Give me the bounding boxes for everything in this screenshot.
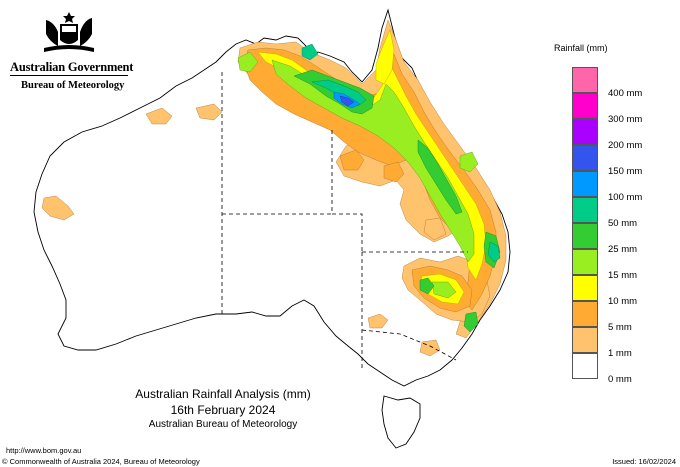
website-url[interactable]: http://www.bom.gov.au (6, 446, 82, 455)
map-title: Australian Rainfall Analysis (mm) (135, 387, 311, 401)
legend-label: 200 mm (608, 140, 643, 151)
legend-label: 1 mm (608, 348, 632, 359)
legend-title: Rainfall (mm) (554, 43, 608, 53)
legend-swatch (572, 171, 598, 197)
legend-label: 100 mm (608, 192, 643, 203)
coat-of-arms-logo (44, 12, 94, 52)
state-borders (221, 72, 468, 370)
agency-name: Australian Government (10, 60, 134, 74)
legend-swatch (572, 249, 598, 275)
legend-swatch (572, 353, 598, 379)
copyright-notice: © Commonwealth of Australia 2024, Bureau… (2, 457, 200, 466)
legend-swatch (572, 275, 598, 301)
legend-swatch (572, 93, 598, 119)
legend-label: 400 mm (608, 88, 643, 99)
legend-label: 150 mm (608, 166, 643, 177)
legend-label: 25 mm (608, 244, 638, 255)
legend-label: 5 mm (608, 322, 632, 333)
issued-date: Issued: 16/02/2024 (612, 457, 676, 466)
legend-swatch (572, 67, 598, 93)
legend-label: 10 mm (608, 296, 638, 307)
legend-label: 50 mm (608, 218, 638, 229)
legend-label: 15 mm (608, 270, 638, 281)
legend-label: 0 mm (608, 374, 632, 385)
map-date: 16th February 2024 (170, 403, 276, 417)
tasmania (381, 395, 421, 449)
map-credit: Australian Bureau of Meteorology (148, 419, 298, 430)
map-title-block: Australian Rainfall Analysis (mm) 16th F… (120, 386, 326, 432)
legend-swatch (572, 197, 598, 223)
header-divider (10, 75, 128, 76)
legend-swatch (572, 327, 598, 353)
legend-swatch (572, 301, 598, 327)
legend-swatch (572, 223, 598, 249)
legend-label: 300 mm (608, 114, 643, 125)
legend-swatch (572, 119, 598, 145)
rainfall-150-200mm-areas (339, 95, 355, 107)
legend-swatch (572, 145, 598, 171)
bureau-name: Bureau of Meteorology (21, 80, 125, 91)
